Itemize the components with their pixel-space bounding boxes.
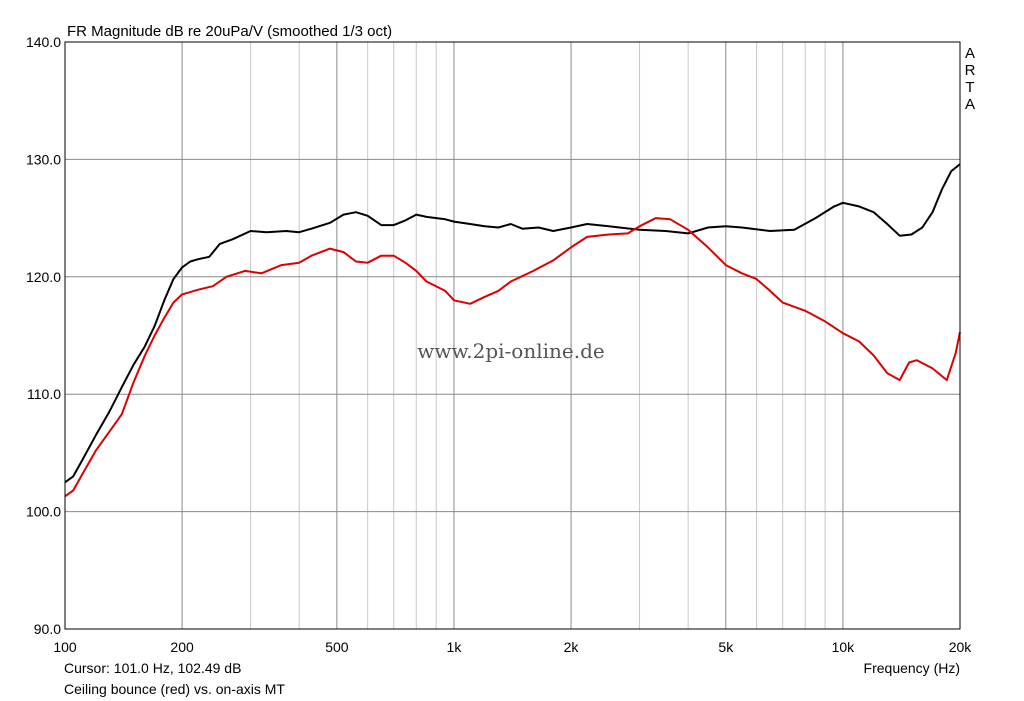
chart-title: FR Magnitude dB re 20uPa/V (smoothed 1/3… bbox=[67, 23, 392, 40]
series-line-1 bbox=[64, 217, 961, 498]
y-tick-label-4: 130.0 bbox=[26, 151, 61, 167]
x-tick-label-2: 500 bbox=[325, 639, 349, 655]
y-tick-label-0: 90.0 bbox=[34, 621, 61, 637]
y-tick-label-5: 140.0 bbox=[26, 34, 61, 50]
x-tick-label-1: 200 bbox=[170, 639, 194, 655]
cursor-readout: Cursor: 101.0 Hz, 102.49 dB bbox=[64, 660, 242, 676]
x-tick-label-3: 1k bbox=[447, 639, 463, 655]
x-tick-label-5: 5k bbox=[718, 639, 734, 655]
x-axis-ticks: 100 200 500 1k 2k 5k 10k 20k bbox=[53, 639, 972, 655]
x-tick-label-7: 20k bbox=[949, 639, 973, 655]
brand-letter-2: T bbox=[965, 79, 974, 96]
brand-letter-3: A bbox=[965, 96, 975, 113]
x-tick-label-6: 10k bbox=[832, 639, 856, 655]
x-tick-label-0: 100 bbox=[53, 639, 77, 655]
brand-letter-0: A bbox=[965, 45, 975, 62]
y-tick-label-2: 110.0 bbox=[27, 386, 61, 402]
brand-letter-1: R bbox=[965, 62, 976, 79]
series-line-0 bbox=[64, 163, 961, 484]
watermark: www.2pi-online.de bbox=[417, 339, 604, 363]
grid bbox=[65, 42, 960, 629]
chart-caption: Ceiling bounce (red) vs. on-axis MT bbox=[64, 681, 285, 697]
x-axis-label: Frequency (Hz) bbox=[864, 660, 960, 676]
y-tick-label-3: 120.0 bbox=[26, 269, 61, 285]
y-tick-label-1: 100.0 bbox=[26, 504, 61, 520]
series-layer bbox=[64, 163, 961, 498]
y-axis-ticks: 90.0 100.0 110.0 120.0 130.0 140.0 bbox=[26, 34, 61, 637]
plot-frame bbox=[64, 41, 961, 630]
x-tick-label-4: 2k bbox=[564, 639, 580, 655]
